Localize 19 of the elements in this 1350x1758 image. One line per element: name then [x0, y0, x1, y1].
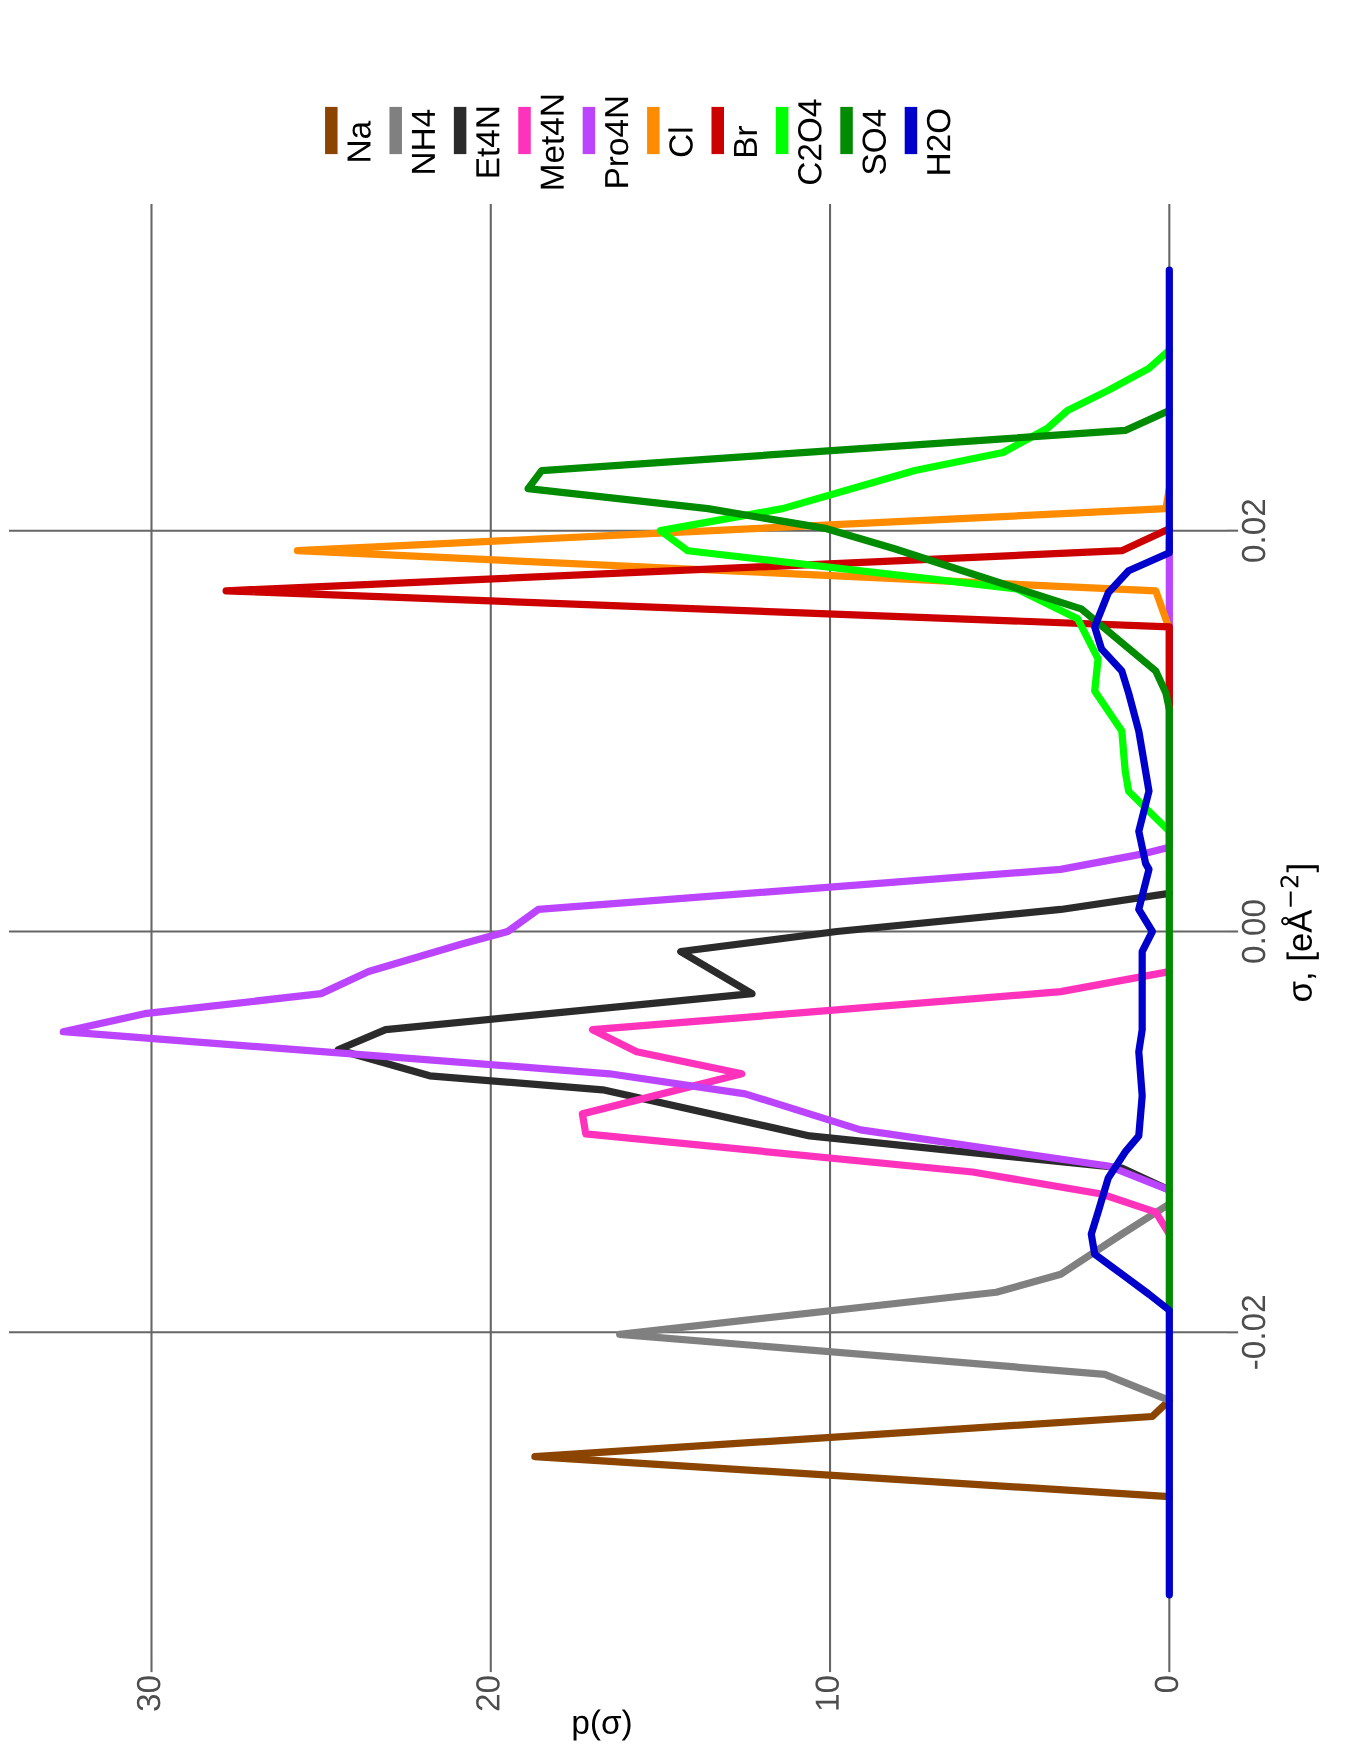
x-tick-label: 20 [476, 1676, 500, 1711]
y-axis-title: σ, [eÅ$^{−2}$] [1280, 865, 1319, 1002]
legend-label: Et4N [476, 107, 500, 177]
x-tick-label: 30 [136, 1676, 161, 1711]
x-axis-title: p(σ) [573, 1709, 631, 1741]
legend-label: Na [347, 120, 371, 161]
legend-label: C2O4 [798, 99, 822, 185]
legend-label: H2O [926, 109, 951, 174]
legend-label: Br [733, 126, 757, 157]
legend-label: SO4 [862, 109, 887, 174]
legend-label: NH4 [411, 109, 435, 173]
y-tick-label: 0.00 [1241, 900, 1266, 963]
legend-label: Pro4N [605, 97, 629, 187]
y-tick-label: -0.02 [1241, 1296, 1266, 1369]
legend-label: Met4N [540, 95, 565, 189]
x-tick-label: 0 [1154, 1676, 1179, 1693]
x-tick-label: 10 [815, 1676, 839, 1710]
y-tick-label: 0.02 [1241, 499, 1266, 562]
legend-label: Cl [668, 128, 693, 157]
